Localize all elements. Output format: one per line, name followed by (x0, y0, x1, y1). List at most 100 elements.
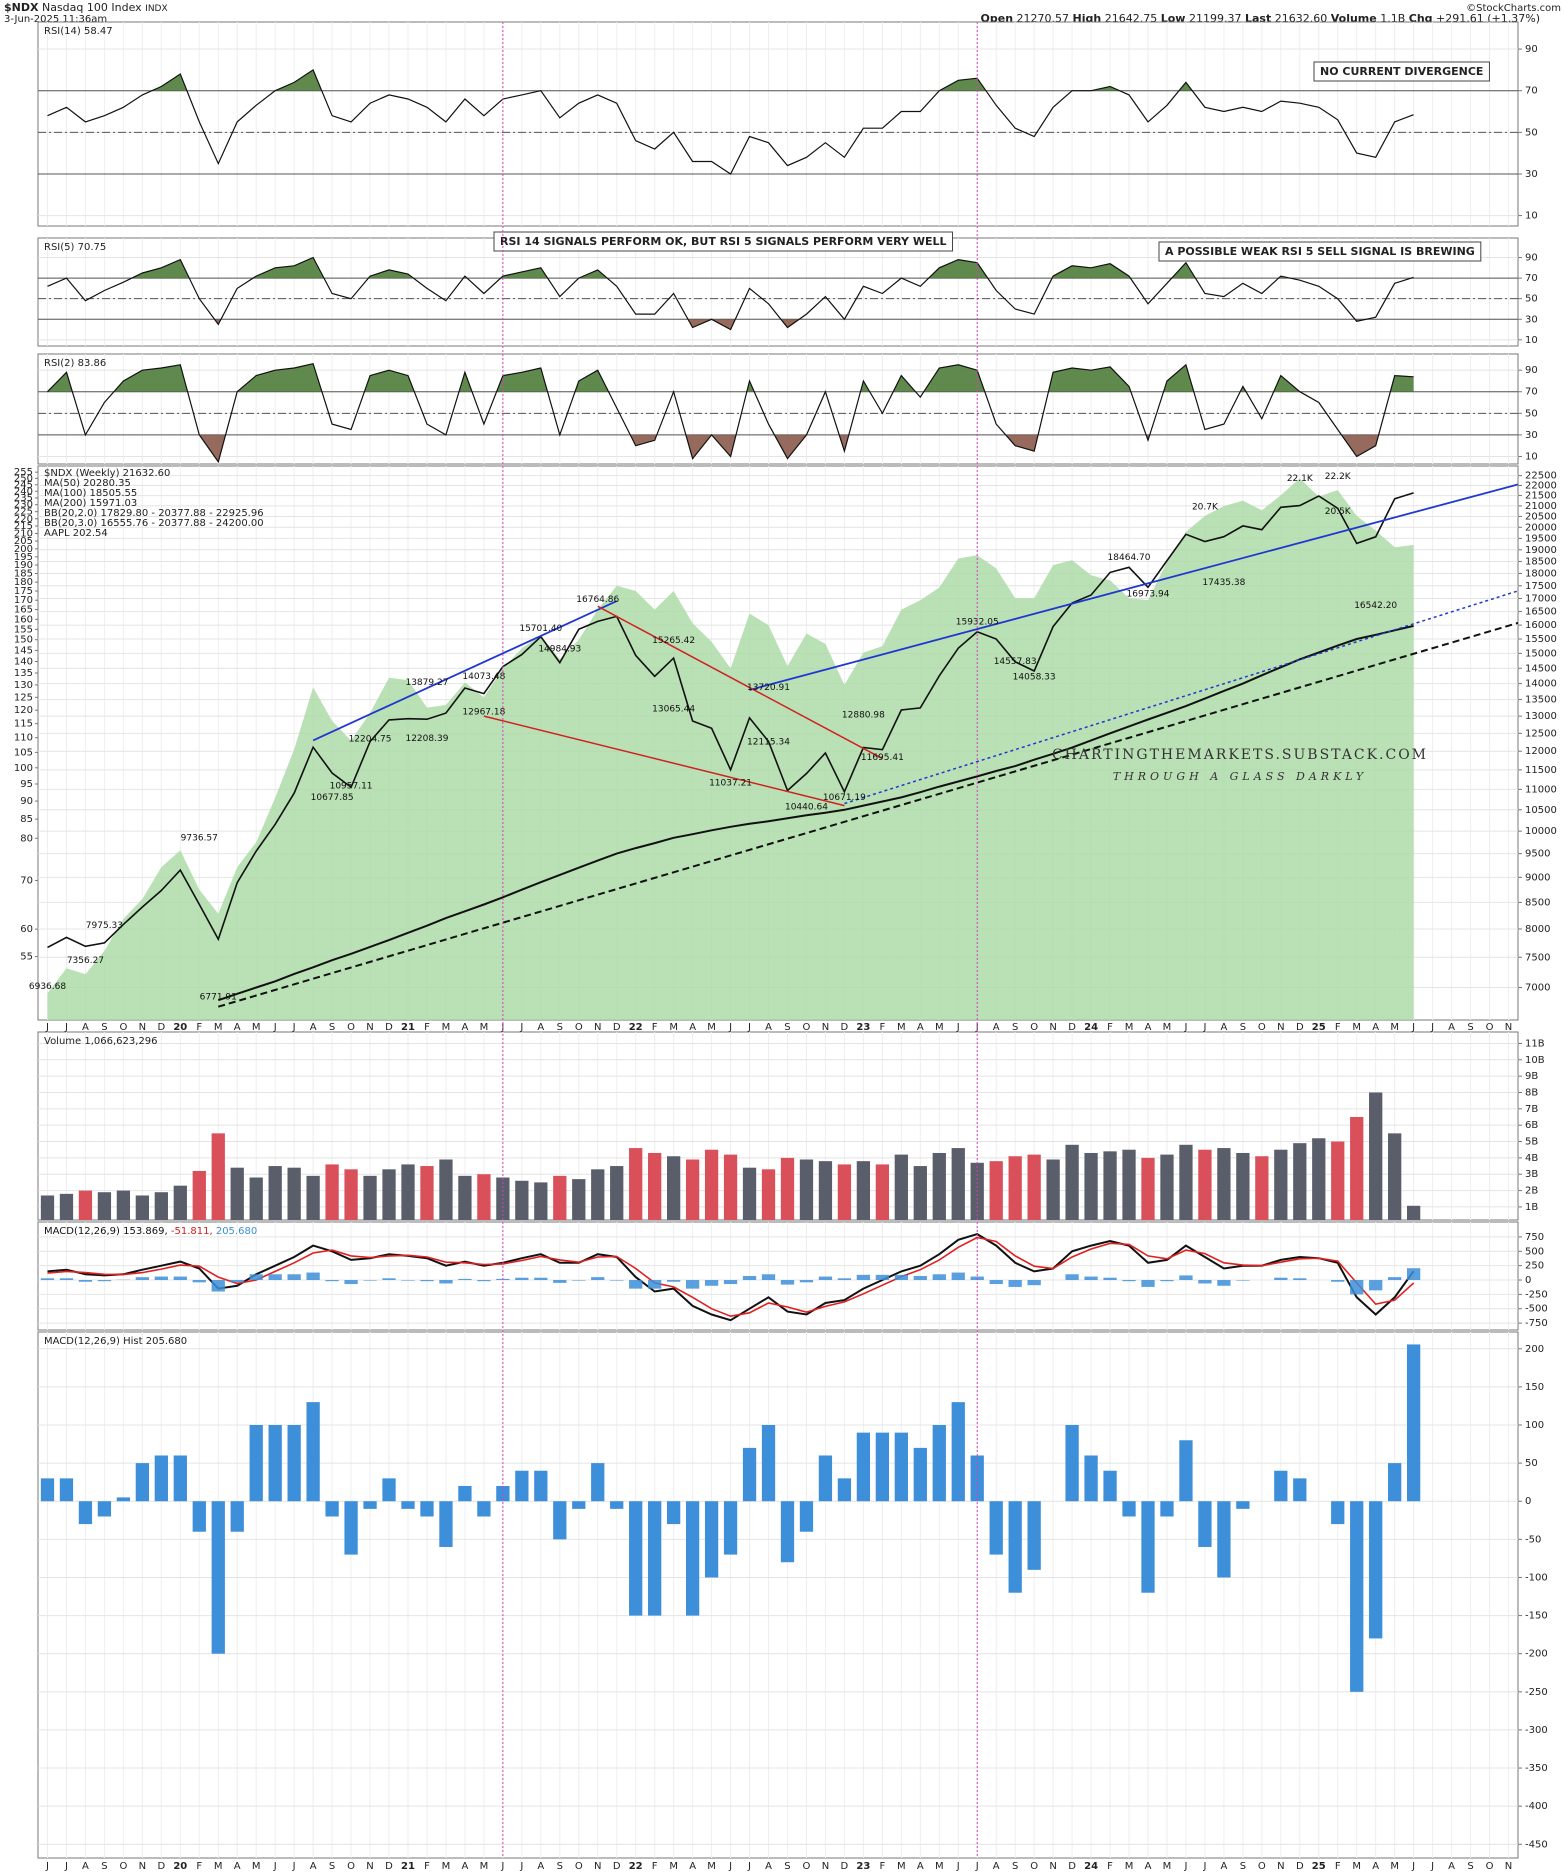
oversold-fill (85, 434, 1379, 462)
x-tick-label: A (234, 1022, 241, 1033)
rsi-line (47, 362, 1414, 464)
macd-hist-bar (761, 1274, 776, 1281)
panel-frame (37, 1031, 1519, 1221)
legend-entry: $NDX (Weekly) 21632.60 (44, 468, 170, 479)
bar (78, 1501, 93, 1525)
x-tick-label: D (613, 1861, 621, 1872)
x-tick-label: D (385, 1022, 393, 1033)
bar (591, 1169, 605, 1220)
annotation-box-text: RSI 14 SIGNALS PERFORM OK, BUT RSI 5 SIG… (500, 235, 947, 248)
macd-hist-bar (306, 1272, 320, 1281)
y-tick-label: 30 (1525, 169, 1538, 180)
legend-entry: -51.811, (171, 1226, 213, 1237)
y2-tick-label: 100 (14, 763, 33, 774)
macd-hist-bar (477, 1280, 491, 1282)
trend-line (483, 715, 845, 807)
x-tick-label: 21 (401, 1022, 415, 1033)
bar (610, 1501, 624, 1509)
legend-entry: 153.869, (123, 1226, 168, 1237)
y-tick-label: -150 (1525, 1611, 1548, 1622)
bar (534, 1182, 548, 1220)
macd-hist-bar (856, 1274, 871, 1281)
bar (268, 1166, 282, 1220)
x-tick-label: S (1240, 1022, 1246, 1033)
annotation-box (1313, 61, 1490, 82)
bar (1179, 1144, 1193, 1220)
x-tick-label: J (45, 1022, 49, 1033)
y-tick-label: 4B (1525, 1153, 1538, 1164)
price-label: 16542.20 (1354, 601, 1397, 611)
bar (723, 1154, 738, 1220)
x-tick-label: O (119, 1022, 127, 1033)
x-tick-label: J (956, 1022, 960, 1033)
x-tick-label: M (214, 1861, 223, 1872)
x-tick-label: A (765, 1861, 772, 1872)
macd-hist-bar (1160, 1280, 1174, 1282)
y-tick-label: -250 (1525, 1289, 1548, 1300)
bar (1217, 1148, 1231, 1220)
y2-tick-label: 200 (14, 544, 33, 555)
x-tick-label: O (347, 1861, 355, 1872)
x-tick-label: F (1107, 1861, 1113, 1872)
price-label: 13720.91 (747, 683, 790, 693)
x-tick-label: S (329, 1861, 335, 1872)
trend-line (597, 605, 883, 760)
bar (59, 1478, 74, 1502)
x-tick-label: J (956, 1861, 960, 1872)
bar (306, 1402, 320, 1502)
x-tick-label: J (747, 1022, 751, 1033)
bar (1350, 1117, 1364, 1220)
y2-tick-label: 70 (20, 875, 33, 886)
macd-hist-bar (401, 1280, 415, 1281)
macd-hist-bar (799, 1280, 814, 1283)
trend-line (844, 590, 1518, 805)
bar (1369, 1501, 1383, 1639)
bar (1065, 1144, 1079, 1220)
bar (154, 1455, 168, 1502)
x-tick-label: F (879, 1861, 885, 1872)
price-label: 12967.18 (462, 708, 505, 718)
macd-hist-bar (1065, 1274, 1079, 1281)
y-tick-label: 10000 (1525, 826, 1557, 837)
x-tick-label: A (917, 1022, 924, 1033)
bar (1027, 1501, 1041, 1570)
price-label: 14058.33 (1013, 672, 1056, 682)
legend-entry: AAPL 202.54 (44, 528, 108, 539)
x-tick-label: D (385, 1861, 393, 1872)
bar (704, 1149, 719, 1220)
x-tick-label: A (689, 1861, 696, 1872)
y-tick-label: 13500 (1525, 695, 1557, 706)
x-tick-label: N (1505, 1861, 1512, 1872)
y-tick-label: 7500 (1525, 952, 1550, 963)
macd-hist-bar (59, 1278, 74, 1281)
bar (192, 1170, 206, 1220)
y-tick-label: 21500 (1525, 491, 1557, 502)
x-tick-label: F (652, 1861, 658, 1872)
y-tick-label: 70 (1525, 387, 1538, 398)
price-label: 13879.27 (405, 678, 448, 688)
macd-hist-bar (837, 1278, 852, 1281)
y-tick-label: -200 (1525, 1649, 1548, 1660)
macd-hist-bar (629, 1280, 643, 1289)
bar (1103, 1151, 1117, 1220)
oversold-fill (214, 319, 1367, 330)
y-tick-label: 22500 (1525, 471, 1557, 482)
y-tick-label: 18500 (1525, 556, 1557, 567)
y2-tick-label: 145 (14, 645, 33, 656)
macd-hist-bar (1350, 1280, 1364, 1295)
panel (38, 1032, 1518, 1220)
x-tick-label: M (707, 1861, 716, 1872)
y2-tick-label: 120 (14, 705, 33, 716)
bar (420, 1501, 434, 1517)
x-tick-label: N (139, 1022, 146, 1033)
y2-tick-label: 110 (14, 733, 33, 744)
x-tick-label: S (784, 1022, 790, 1033)
x-tick-label: M (480, 1861, 489, 1872)
y-tick-label: 150 (1525, 1382, 1544, 1393)
bar (306, 1175, 320, 1220)
x-tick-label: D (841, 1022, 849, 1033)
overbought-fill (47, 257, 1414, 279)
bar (837, 1478, 852, 1502)
y2-tick-label: 230 (14, 500, 33, 511)
